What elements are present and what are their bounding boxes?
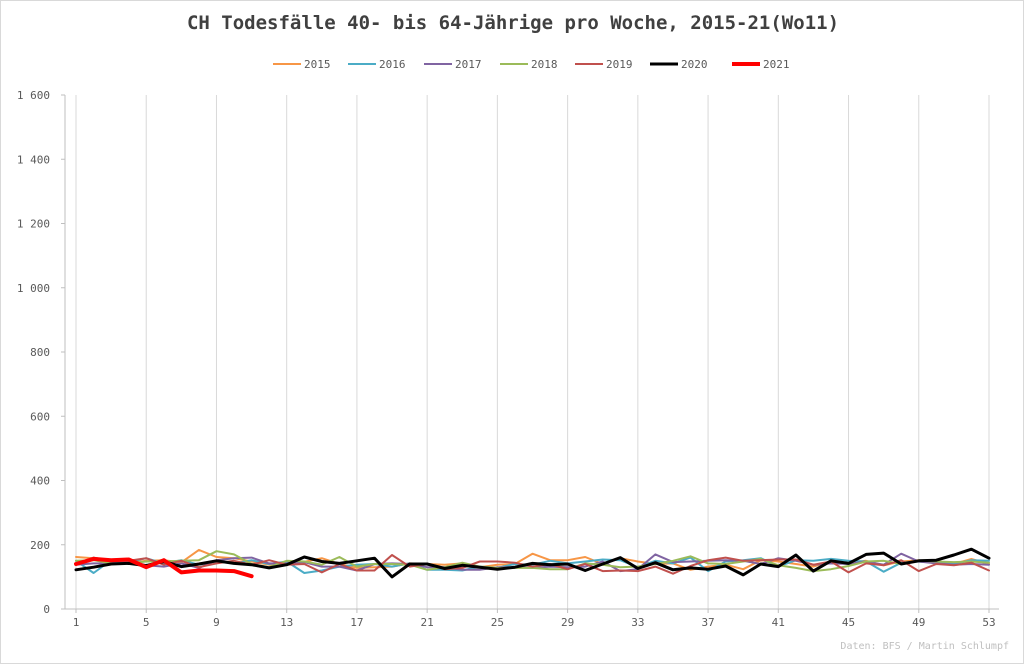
x-tick-label: 1: [73, 616, 80, 629]
series-line-2018: [75, 550, 990, 573]
x-tick-label: 25: [491, 616, 504, 629]
y-tick-label: 400: [30, 475, 50, 488]
source-note: Daten: BFS / Martin Schlumpf: [840, 641, 1009, 652]
series-line-2020: [74, 547, 991, 579]
y-tick-label: 1 600: [17, 89, 50, 102]
x-tick-label: 33: [631, 616, 644, 629]
x-tick-label: 5: [143, 616, 150, 629]
y-tick-label: 1 000: [17, 282, 50, 295]
y-tick-label: 200: [30, 539, 50, 552]
y-tick-label: 0: [43, 603, 50, 616]
x-tick-label: 21: [421, 616, 434, 629]
x-tick-label: 17: [350, 616, 363, 629]
x-tick-label: 41: [772, 616, 785, 629]
y-tick-label: 1 400: [17, 153, 50, 166]
y-tick-label: 1 200: [17, 218, 50, 231]
y-tick-label: 800: [30, 346, 50, 359]
x-tick-label: 13: [280, 616, 293, 629]
series-line-2021: [74, 556, 254, 579]
legend-label-2019: 2019: [606, 58, 633, 71]
legend-label-2016: 2016: [379, 58, 406, 71]
x-tick-label: 53: [982, 616, 995, 629]
x-tick-label: 29: [561, 616, 574, 629]
chart-title: CH Todesfälle 40- bis 64-Jährige pro Woc…: [186, 12, 840, 34]
legend-label-2021: 2021: [763, 58, 790, 71]
x-tick-label: 49: [912, 616, 925, 629]
x-tick-label: 9: [213, 616, 220, 629]
legend-label-2018: 2018: [531, 58, 558, 71]
legend-label-2017: 2017: [455, 58, 482, 71]
y-tick-label: 600: [30, 410, 50, 423]
x-tick-label: 45: [842, 616, 855, 629]
legend-label-2015: 2015: [304, 58, 331, 71]
legend-label-2020: 2020: [681, 58, 708, 71]
x-tick-label: 37: [701, 616, 714, 629]
